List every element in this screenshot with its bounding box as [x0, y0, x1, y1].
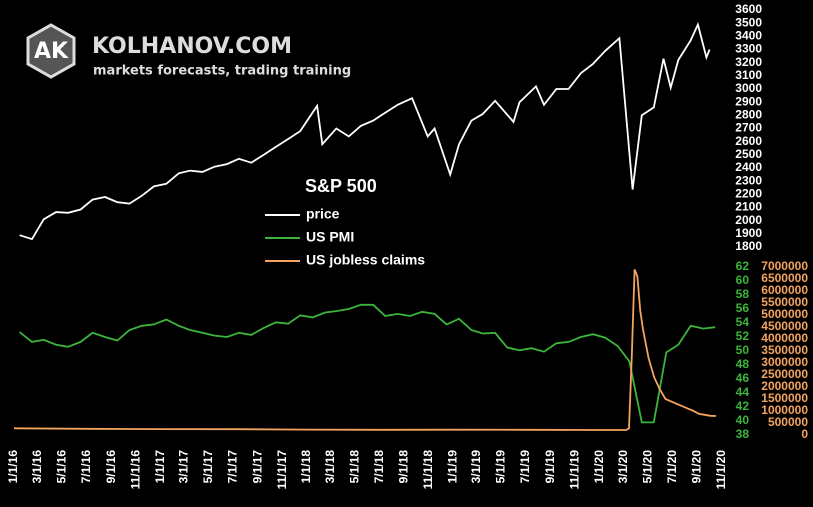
y3-tick-label: 2000000: [761, 379, 808, 393]
y3-tick-label: 6000000: [761, 283, 808, 297]
logo: AK: [26, 23, 76, 79]
brand-tagline: markets forecasts, trading training: [93, 64, 351, 79]
legend-label: price: [306, 206, 340, 222]
y3-tick-label: 0: [801, 427, 808, 441]
y2-tick-label: 38: [736, 427, 750, 441]
y-tick-label: 2700: [735, 121, 762, 135]
y-tick-label: 2800: [735, 108, 762, 122]
x-tick-label: 5/1/19: [494, 450, 508, 484]
y-tick-label: 1900: [735, 226, 762, 240]
x-tick-label: 5/1/18: [347, 450, 361, 484]
x-tick-label: 1/1/17: [153, 450, 167, 484]
y3-tick-label: 5500000: [761, 295, 808, 309]
y3-tick-label: 3500000: [761, 343, 808, 357]
y2-tick-label: 50: [736, 343, 750, 357]
y3-tick-label: 4000000: [761, 331, 808, 345]
x-tick-label: 3/1/20: [616, 450, 630, 484]
logo-text: AK: [34, 39, 69, 64]
y3-tick-label: 1500000: [761, 391, 808, 405]
x-tick-label: 1/1/16: [6, 450, 20, 484]
x-tick-label: 7/1/17: [225, 450, 239, 484]
y-tick-label: 3300: [735, 42, 762, 56]
x-tick-label: 7/1/19: [518, 450, 532, 484]
y-tick-label: 2300: [735, 173, 762, 187]
y3-tick-label: 6500000: [761, 271, 808, 285]
x-tick-label: 3/1/19: [469, 450, 483, 484]
x-tick-label: 5/1/17: [201, 450, 215, 484]
y-tick-label: 3400: [735, 29, 762, 43]
y-tick-label: 2600: [735, 134, 762, 148]
brand-name: KOLHANOV.COM: [92, 34, 292, 59]
legend-label: US jobless claims: [306, 252, 425, 268]
y2-tick-label: 48: [736, 357, 750, 371]
y3-tick-label: 500000: [768, 415, 808, 429]
chart-title: S&P 500: [305, 176, 377, 196]
y-tick-label: 2400: [735, 160, 762, 174]
x-tick-label: 11/1/18: [421, 450, 435, 490]
y3-tick-label: 3000000: [761, 355, 808, 369]
y3-tick-label: 4500000: [761, 319, 808, 333]
x-tick-label: 9/1/18: [397, 450, 411, 484]
y-tick-label: 3000: [735, 81, 762, 95]
x-tick-label: 3/1/18: [323, 450, 337, 484]
y2-tick-label: 40: [736, 413, 750, 427]
x-tick-label: 7/1/18: [372, 450, 386, 484]
y-tick-label: 2000: [735, 213, 762, 227]
y3-tick-label: 1000000: [761, 403, 808, 417]
y-tick-label: 3200: [735, 55, 762, 69]
y2-tick-label: 60: [736, 273, 750, 287]
x-tick-label: 9/1/16: [104, 450, 118, 484]
x-tick-label: 7/1/16: [79, 450, 93, 484]
x-tick-label: 7/1/20: [665, 450, 679, 484]
y3-tick-label: 5000000: [761, 307, 808, 321]
x-tick-label: 1/1/19: [446, 450, 460, 484]
y2-tick-label: 58: [736, 287, 750, 301]
y2-tick-label: 52: [736, 329, 750, 343]
x-tick-label: 11/1/17: [275, 450, 289, 490]
y3-tick-label: 7000000: [761, 259, 808, 273]
x-tick-label: 1/1/20: [592, 450, 606, 484]
x-tick-label: 3/1/17: [177, 450, 191, 484]
x-tick-label: 5/1/20: [640, 450, 654, 484]
y2-tick-label: 54: [736, 315, 750, 329]
y-tick-label: 3100: [735, 68, 762, 82]
logo-hexagon: [26, 23, 76, 79]
y2-tick-label: 42: [736, 399, 750, 413]
legend-label: US PMI: [306, 229, 354, 245]
x-tick-label: 9/1/20: [690, 450, 704, 484]
y2-tick-label: 46: [736, 371, 750, 385]
x-tick-label: 5/1/16: [55, 450, 69, 484]
y2-tick-label: 62: [736, 259, 750, 273]
y-tick-label: 2200: [735, 187, 762, 201]
y-tick-label: 2500: [735, 147, 762, 161]
x-tick-label: 1/1/18: [299, 450, 313, 484]
x-tick-label: 11/1/19: [567, 450, 581, 490]
y2-tick-label: 44: [736, 385, 750, 399]
y3-tick-label: 2500000: [761, 367, 808, 381]
x-tick-label: 3/1/16: [30, 450, 44, 484]
y-tick-label: 3500: [735, 15, 762, 29]
y2-tick-label: 56: [736, 301, 750, 315]
y-tick-label: 2900: [735, 94, 762, 108]
series-line: [19, 21, 711, 241]
x-tick-label: 9/1/19: [543, 450, 557, 484]
y-tick-label: 1800: [735, 239, 762, 253]
x-tick-label: 11/1/16: [128, 450, 142, 490]
y-tick-label: 2100: [735, 200, 762, 214]
y-tick-label: 3600: [735, 2, 762, 16]
x-tick-label: 11/1/20: [714, 450, 728, 490]
series-line: [19, 303, 716, 424]
series-line: [13, 269, 717, 431]
x-tick-label: 9/1/17: [250, 450, 264, 484]
